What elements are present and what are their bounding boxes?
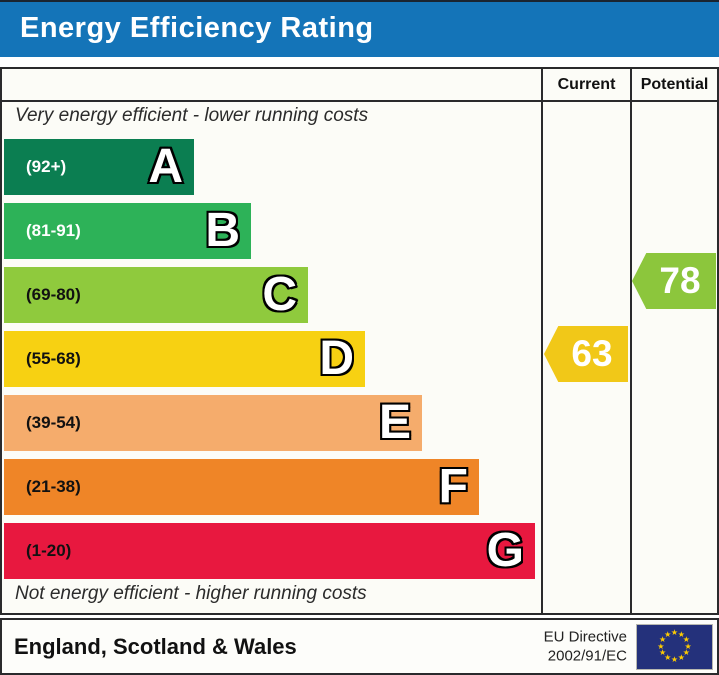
eu-star-icon: ★ — [670, 654, 679, 664]
band-c-range-label: (69-80) — [26, 285, 81, 304]
potential-column-divider — [630, 69, 632, 613]
page-title: Energy Efficiency Rating — [20, 12, 374, 44]
title-bar: Energy Efficiency Rating — [0, 0, 719, 57]
eu-star-icon: ★ — [659, 648, 667, 658]
eu-star-icon: ★ — [664, 629, 672, 639]
potential-value: 78 — [659, 260, 701, 301]
band-g-letter: G — [485, 522, 526, 579]
eu-directive-line2: 2002/91/EC — [547, 647, 627, 665]
eu-directive-line1: EU Directive — [543, 628, 627, 645]
band-b-letter: B — [203, 202, 242, 259]
eu-star-icon: ★ — [682, 648, 690, 658]
band-a-range-label: (92+) — [26, 157, 67, 176]
band-e: (39-54) E — [4, 394, 422, 451]
band-c: (69-80) C — [4, 266, 308, 323]
band-e-range-label: (39-54) — [26, 413, 81, 432]
band-e-letter: E — [377, 394, 413, 451]
rating-table: Current Potential Very energy efficient … — [0, 67, 719, 615]
band-d-range-label: (55-68) — [26, 349, 81, 368]
eu-flag-icon: ★ ★ ★ ★ ★ ★ ★ ★ ★ ★ ★ ★ — [636, 623, 713, 670]
current-column-header: Current — [557, 76, 616, 93]
region-label: England, Scotland & Wales — [14, 634, 297, 659]
band-f-letter: F — [437, 458, 470, 515]
band-a-letter: A — [146, 138, 185, 195]
potential-column-header: Potential — [640, 76, 709, 93]
eu-star-icon: ★ — [677, 629, 685, 639]
footer-bar: England, Scotland & Wales EU Directive 2… — [0, 618, 719, 675]
band-b: (81-91) B — [4, 202, 251, 259]
header-row-divider — [2, 100, 717, 102]
eu-star-icon: ★ — [670, 628, 679, 638]
band-b-range-label: (81-91) — [26, 221, 81, 240]
band-f: (21-38) F — [4, 458, 479, 515]
eu-star-icon: ★ — [657, 641, 665, 651]
eu-star-icon: ★ — [677, 653, 685, 663]
band-c-letter: C — [260, 266, 299, 323]
caption-very-efficient: Very energy efficient - lower running co… — [15, 105, 369, 126]
current-marker: 63 — [544, 326, 628, 382]
eu-star-icon: ★ — [682, 634, 690, 644]
caption-not-efficient: Not energy efficient - higher running co… — [15, 583, 367, 604]
current-value: 63 — [571, 333, 613, 374]
band-f-range-label: (21-38) — [26, 477, 81, 496]
potential-marker: 78 — [632, 253, 716, 309]
band-g: (1-20) G — [4, 522, 535, 579]
current-column-divider — [541, 69, 543, 613]
eu-directive-label: EU Directive 2002/91/EC — [544, 627, 627, 666]
eu-star-icon: ★ — [684, 641, 692, 651]
band-a: (92+) A — [4, 138, 194, 195]
band-d: (55-68) D — [4, 330, 365, 387]
eu-star-icon: ★ — [659, 634, 667, 644]
band-g-range-label: (1-20) — [26, 541, 72, 560]
eu-star-icon: ★ — [664, 653, 672, 663]
band-d-letter: D — [317, 330, 356, 387]
